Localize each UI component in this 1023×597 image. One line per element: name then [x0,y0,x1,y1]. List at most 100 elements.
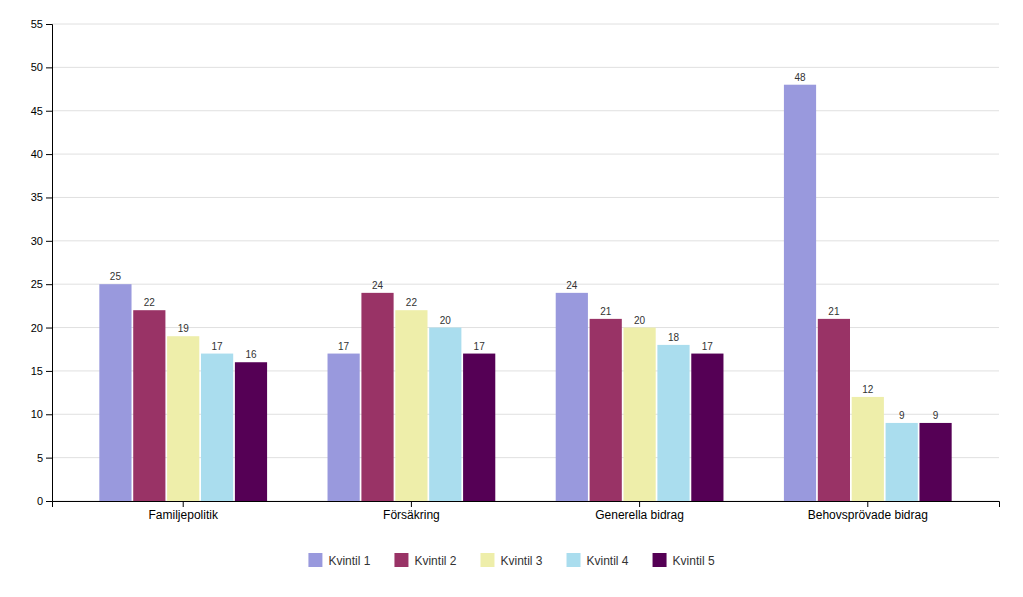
bar [201,354,233,501]
legend-swatch [567,553,581,567]
grid-line [52,110,999,111]
bar-series [99,85,816,501]
axis-domain [53,502,1000,508]
data-label: 22 [144,297,156,308]
bar [818,319,850,501]
chart: Familjepolitik Försäkring Generella bidrag… [0,0,1023,597]
legend-label: Kvintil 1 [328,554,370,568]
tick-label: 15 [31,365,43,377]
data-label: 18 [668,332,680,343]
bar [919,423,951,501]
tick-label: 55 [31,18,43,30]
x-tick: Generella bidrag [595,501,684,522]
data-labels: 25172448222421211922201217201891617179 [110,72,939,421]
legend-label: Kvintil 2 [414,554,456,568]
bar-series [167,310,884,501]
bar [235,362,267,501]
data-label: 9 [899,410,905,421]
bar-series [133,293,850,501]
axis-domain [46,25,53,502]
tick-mark [46,284,52,285]
data-label: 17 [702,341,714,352]
data-label: 25 [110,271,122,282]
data-label: 12 [862,384,874,395]
tick-label: Försäkring [383,508,440,522]
bar [361,293,393,501]
tick-mark [183,501,184,507]
legend-label: Kvintil 5 [673,554,715,568]
legend-item: Kvintil 2 [394,553,456,568]
tick-label: 50 [31,61,43,73]
grid [52,24,999,501]
tick-mark [411,501,412,507]
y-tick: 0 [37,495,52,507]
grid-line [52,24,999,25]
data-label: 20 [634,315,646,326]
tick-mark [46,501,52,502]
y-tick: 50 [31,61,52,73]
x-axis: Familjepolitik Försäkring Generella bidrag… [53,501,1000,522]
bar-series [235,354,952,501]
tick-label: 0 [37,495,43,507]
legend-swatch [653,553,667,567]
data-label: 20 [440,315,452,326]
legend-swatch [480,553,494,567]
y-tick: 20 [31,322,52,334]
x-tick: Behovsprövade bidrag [808,501,928,522]
legend-label: Kvintil 4 [587,554,629,568]
legend-label: Kvintil 3 [500,554,542,568]
tick-mark [46,241,52,242]
y-tick: 15 [31,365,52,377]
tick-mark [46,197,52,198]
data-label: 17 [212,341,224,352]
bar [852,397,884,501]
data-label: 16 [245,349,257,360]
legend-item: Kvintil 5 [653,553,715,568]
data-label: 21 [600,306,612,317]
tick-label: 10 [31,408,43,420]
y-tick: 10 [31,408,52,420]
bar [590,319,622,501]
plot: Familjepolitik Försäkring Generella bidrag… [31,18,1000,522]
tick-label: 35 [31,191,43,203]
bar [167,336,199,501]
tick-label: 20 [31,322,43,334]
tick-mark [46,458,52,459]
tick-label: 45 [31,105,43,117]
tick-mark [46,414,52,415]
tick-mark [46,371,52,372]
tick-mark [46,24,52,25]
y-tick: 35 [31,191,52,203]
data-label: 21 [828,306,840,317]
bar [99,284,131,501]
bar [657,345,689,501]
bar [429,328,461,501]
data-label: 24 [372,280,384,291]
data-label: 17 [338,341,350,352]
y-tick: 25 [31,278,52,290]
grid-line [52,67,999,68]
legend-swatch [308,553,322,567]
tick-mark [46,67,52,68]
bars [99,85,951,501]
y-tick: 55 [31,18,52,30]
y-axis: 0 5 10 15 20 25 30 35 40 45 50 55 [31,18,53,507]
data-label: 17 [474,341,486,352]
data-label: 22 [406,297,418,308]
tick-label: Generella bidrag [595,508,684,522]
x-tick: Familjepolitik [149,501,219,522]
legend: Kvintil 1 Kvintil 2 Kvintil 3 Kvintil 4 Kvin… [308,553,714,568]
tick-label: Behovsprövade bidrag [808,508,928,522]
grid-line [52,197,999,198]
grid-line [52,284,999,285]
bar [784,85,816,501]
tick-label: 5 [37,452,43,464]
tick-label: 30 [31,235,43,247]
data-label: 48 [794,72,806,83]
grid-line [52,154,999,155]
y-tick: 40 [31,148,52,160]
legend-item: Kvintil 3 [480,553,542,568]
bar [691,354,723,501]
tick-mark [867,501,868,507]
tick-mark [46,154,52,155]
